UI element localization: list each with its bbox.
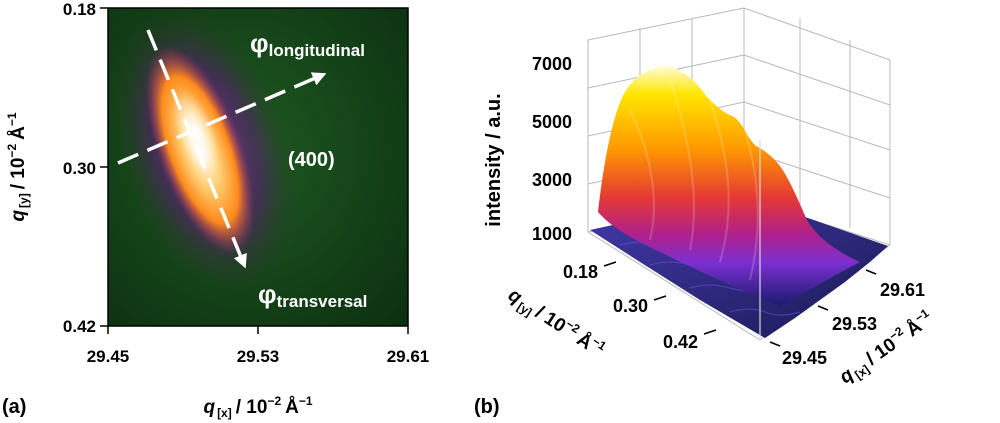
- heatmap-core: [173, 90, 219, 176]
- x-axis-label: q [x]/ 10−2 Å−1: [203, 394, 312, 420]
- panel-b-label: (b): [474, 396, 500, 418]
- y-axis-ticks-b: [603, 261, 717, 335]
- panel-a-label: (a): [2, 396, 26, 418]
- surface-ridges: [629, 79, 759, 281]
- z-tick-5000: 5000: [532, 112, 572, 132]
- z-axis-label: intensity / a.u.: [483, 93, 505, 226]
- x-tick-29.45: 29.45: [87, 347, 130, 366]
- y-tick-b-0.42: 0.42: [663, 332, 698, 352]
- surface-panel: 7000 5000 3000 1000 intensity / a.u. 0.1…: [474, 7, 932, 418]
- y-tick-b-0.30: 0.30: [613, 296, 648, 316]
- reflection-400-label: (400): [288, 149, 335, 171]
- x-tick-b-29.61: 29.61: [880, 280, 925, 300]
- x-axis-ticks: [107, 326, 409, 334]
- y-tick-0.30: 0.30: [63, 159, 96, 178]
- z-tick-1000: 1000: [532, 224, 572, 244]
- surface-peak: [598, 65, 860, 307]
- x-axis-ticks-b: [769, 269, 877, 347]
- y-axis-label-b: q[y]/ 10−2Å−1: [503, 282, 609, 363]
- y-tick-0.18: 0.18: [63, 0, 96, 19]
- y-tick-0.42: 0.42: [63, 317, 96, 336]
- x-tick-b-29.45: 29.45: [782, 348, 827, 368]
- x-tick-29.61: 29.61: [387, 347, 430, 366]
- x-tick-b-29.53: 29.53: [832, 314, 877, 334]
- transversal-arrow: [146, 29, 247, 269]
- phi-transversal-label: φtransversal: [258, 279, 367, 311]
- y-axis-ticks: [100, 7, 108, 327]
- y-axis-label: q[y]/ 10−2Å−1: [5, 112, 31, 221]
- x-tick-29.53: 29.53: [237, 347, 280, 366]
- heatmap-panel: φlongitudinal (400) φtransversal 0.18 0.…: [2, 0, 429, 420]
- z-tick-3000: 3000: [532, 170, 572, 190]
- y-tick-b-0.18: 0.18: [563, 262, 598, 282]
- z-tick-7000: 7000: [532, 54, 572, 74]
- longitudinal-arrow: [117, 72, 327, 165]
- phi-longitudinal-label: φlongitudinal: [250, 28, 365, 60]
